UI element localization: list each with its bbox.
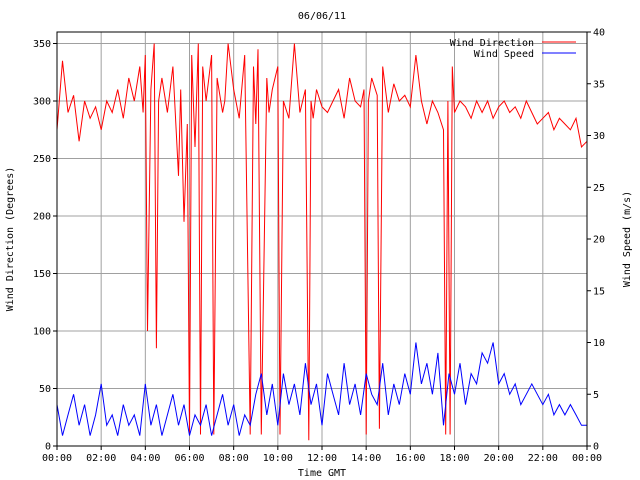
x-tick-label: 04:00: [130, 453, 160, 464]
x-tick-label: 02:00: [86, 453, 116, 464]
y-right-tick-label: 0: [593, 442, 599, 453]
x-tick-label: 20:00: [484, 453, 514, 464]
y-left-tick-label: 100: [33, 327, 51, 338]
y-left-tick-label: 350: [33, 39, 51, 50]
y-right-tick-label: 10: [593, 338, 605, 349]
x-tick-label: 12:00: [307, 453, 337, 464]
y-axis-right-label: Wind Speed (m/s): [622, 191, 633, 287]
y-right-tick-label: 25: [593, 183, 605, 194]
y-left-tick-label: 150: [33, 269, 51, 280]
y-axis-left-label: Wind Direction (Degrees): [5, 167, 16, 312]
y-left-tick-label: 300: [33, 97, 51, 108]
series-line-wind-direction: [56, 43, 588, 441]
x-tick-label: 08:00: [219, 453, 249, 464]
y-right-tick-label: 35: [593, 79, 605, 90]
y-right-tick-label: 20: [593, 235, 605, 246]
y-right-tick-label: 30: [593, 131, 605, 142]
chart-title: 06/06/11: [298, 11, 346, 22]
legend-label-wind-direction: Wind Direction: [450, 38, 534, 49]
y-left-tick-label: 50: [39, 384, 51, 395]
axis-ticks: [53, 31, 591, 450]
x-tick-label: 10:00: [263, 453, 293, 464]
x-tick-label: 00:00: [42, 453, 72, 464]
y-left-tick-label: 250: [33, 154, 51, 165]
y-right-tick-label: 5: [593, 390, 599, 401]
x-tick-label: 14:00: [351, 453, 381, 464]
series-line-wind-speed: [56, 342, 587, 436]
y-left-tick-label: 200: [33, 212, 51, 223]
x-tick-label: 18:00: [439, 453, 469, 464]
legend: Wind Direction Wind Speed: [450, 38, 576, 60]
y-right-tick-label: 15: [593, 286, 605, 297]
series-lines: [56, 43, 588, 441]
y-right-tick-label: 40: [593, 28, 605, 39]
x-tick-label: 16:00: [395, 453, 425, 464]
x-tick-label: 00:00: [572, 453, 602, 464]
x-tick-label: 06:00: [174, 453, 204, 464]
legend-label-wind-speed: Wind Speed: [474, 49, 534, 60]
x-tick-label: 22:00: [528, 453, 558, 464]
x-axis-label: Time GMT: [298, 468, 346, 479]
y-left-tick-label: 0: [45, 442, 51, 453]
grid-lines: [57, 32, 587, 446]
